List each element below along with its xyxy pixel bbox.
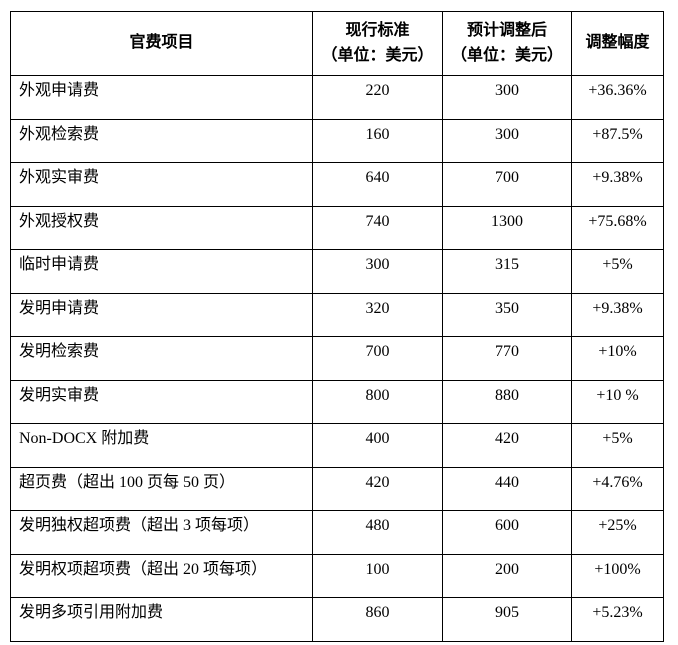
adjusted-fee-cell: 1300 [442, 205, 572, 250]
current-fee-cell: 800 [312, 379, 443, 424]
table-row: 发明多项引用附加费 860 905 +5.23% [10, 597, 664, 642]
adjusted-fee-cell: 200 [442, 553, 572, 598]
table-row: 发明独权超项费（超出 3 项每项） 480 600 +25% [10, 510, 664, 555]
header-change: 调整幅度 [571, 11, 664, 76]
current-fee-cell: 160 [312, 118, 443, 163]
change-cell: +9.38% [571, 292, 664, 337]
current-fee-cell: 100 [312, 553, 443, 598]
fee-item-cell: 发明申请费 [10, 292, 313, 337]
fee-item-cell: 外观申请费 [10, 75, 313, 120]
change-cell: +87.5% [571, 118, 664, 163]
table-row: 发明申请费 320 350 +9.38% [10, 292, 664, 337]
header-change-label: 调整幅度 [585, 34, 650, 52]
fee-item-cell: 发明独权超项费（超出 3 项每项） [10, 510, 313, 555]
change-cell: +100% [571, 553, 664, 598]
table-row: 发明实审费 800 880 +10 % [10, 379, 664, 424]
table-row: Non-DOCX 附加费 400 420 +5% [10, 423, 664, 468]
adjusted-fee-cell: 905 [442, 597, 572, 642]
header-current-line2: （单位：美元） [321, 46, 434, 64]
fee-table: 官费项目 现行标准 （单位：美元） 预计调整后 （单位：美元） 调整幅度 外观申… [10, 11, 664, 642]
fee-table-header: 官费项目 现行标准 （单位：美元） 预计调整后 （单位：美元） 调整幅度 [10, 11, 664, 76]
fee-item-cell: Non-DOCX 附加费 [10, 423, 313, 468]
current-fee-cell: 300 [312, 249, 443, 294]
header-fee-item: 官费项目 [10, 11, 313, 76]
adjusted-fee-cell: 420 [442, 423, 572, 468]
header-row: 官费项目 现行标准 （单位：美元） 预计调整后 （单位：美元） 调整幅度 [10, 11, 664, 76]
change-cell: +5% [571, 249, 664, 294]
adjusted-fee-cell: 300 [442, 75, 572, 120]
header-current-standard: 现行标准 （单位：美元） [312, 11, 443, 76]
header-fee-item-label: 官费项目 [129, 34, 194, 52]
fee-item-cell: 外观实审费 [10, 162, 313, 207]
change-cell: +5.23% [571, 597, 664, 642]
current-fee-cell: 740 [312, 205, 443, 250]
adjusted-fee-cell: 300 [442, 118, 572, 163]
fee-table-body: 外观申请费 220 300 +36.36% 外观检索费 160 300 +87.… [10, 75, 664, 642]
adjusted-fee-cell: 440 [442, 466, 572, 511]
adjusted-fee-cell: 350 [442, 292, 572, 337]
fee-item-cell: 外观检索费 [10, 118, 313, 163]
change-cell: +36.36% [571, 75, 664, 120]
current-fee-cell: 480 [312, 510, 443, 555]
fee-item-cell: 超页费（超出 100 页每 50 页） [10, 466, 313, 511]
table-row: 发明检索费 700 770 +10% [10, 336, 664, 381]
change-cell: +9.38% [571, 162, 664, 207]
change-cell: +5% [571, 423, 664, 468]
change-cell: +10% [571, 336, 664, 381]
current-fee-cell: 400 [312, 423, 443, 468]
table-row: 发明权项超项费（超出 20 项每项） 100 200 +100% [10, 553, 664, 598]
change-cell: +4.76% [571, 466, 664, 511]
change-cell: +10 % [571, 379, 664, 424]
current-fee-cell: 420 [312, 466, 443, 511]
fee-item-cell: 外观授权费 [10, 205, 313, 250]
fee-item-cell: 发明检索费 [10, 336, 313, 381]
header-adjusted: 预计调整后 （单位：美元） [442, 11, 572, 76]
fee-item-cell: 临时申请费 [10, 249, 313, 294]
table-row: 外观检索费 160 300 +87.5% [10, 118, 664, 163]
change-cell: +25% [571, 510, 664, 555]
change-cell: +75.68% [571, 205, 664, 250]
table-row: 外观实审费 640 700 +9.38% [10, 162, 664, 207]
adjusted-fee-cell: 315 [442, 249, 572, 294]
current-fee-cell: 220 [312, 75, 443, 120]
current-fee-cell: 640 [312, 162, 443, 207]
fee-item-cell: 发明实审费 [10, 379, 313, 424]
adjusted-fee-cell: 880 [442, 379, 572, 424]
current-fee-cell: 700 [312, 336, 443, 381]
adjusted-fee-cell: 770 [442, 336, 572, 381]
table-row: 临时申请费 300 315 +5% [10, 249, 664, 294]
header-current-line1: 现行标准 [345, 21, 410, 39]
header-adjusted-line1: 预计调整后 [466, 21, 547, 39]
current-fee-cell: 320 [312, 292, 443, 337]
fee-item-cell: 发明权项超项费（超出 20 项每项） [10, 553, 313, 598]
fee-item-cell: 发明多项引用附加费 [10, 597, 313, 642]
table-row: 外观申请费 220 300 +36.36% [10, 75, 664, 120]
header-adjusted-line2: （单位：美元） [450, 46, 563, 64]
adjusted-fee-cell: 600 [442, 510, 572, 555]
table-row: 外观授权费 740 1300 +75.68% [10, 205, 664, 250]
adjusted-fee-cell: 700 [442, 162, 572, 207]
table-row: 超页费（超出 100 页每 50 页） 420 440 +4.76% [10, 466, 664, 511]
current-fee-cell: 860 [312, 597, 443, 642]
